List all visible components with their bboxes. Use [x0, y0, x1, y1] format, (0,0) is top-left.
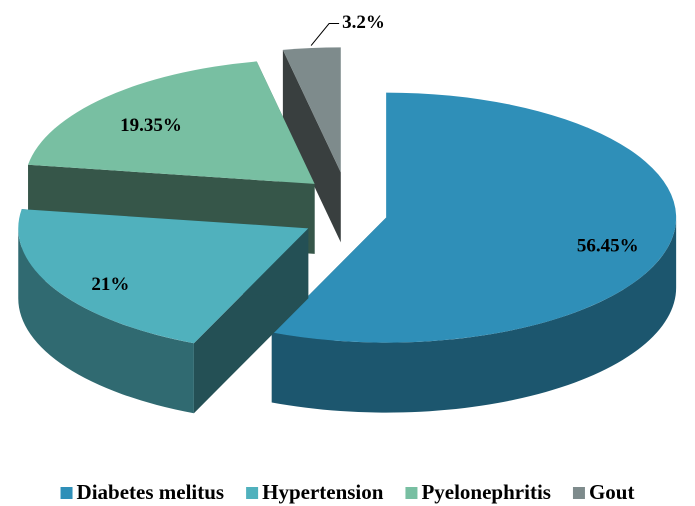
- slice-top: [282, 47, 341, 173]
- slice-wall: [18, 228, 194, 414]
- slice-wall: [271, 217, 677, 413]
- slice: [271, 92, 677, 413]
- pie: [18, 47, 677, 414]
- slice: [282, 47, 341, 243]
- data-label: 56.45%: [577, 236, 639, 257]
- legend-swatch: [405, 487, 418, 499]
- legend: Diabetes melitus Hypertension Pyelonephrit…: [60, 480, 635, 504]
- slice-top: [18, 209, 309, 344]
- legend-label: Gout: [589, 480, 635, 504]
- data-label: 21%: [91, 274, 129, 295]
- legend-label: Hypertension: [262, 480, 384, 504]
- legend-swatch: [60, 487, 73, 499]
- leader-line: [310, 23, 340, 46]
- data-labels: 56.45% 21% 19.35% 3.2%: [91, 12, 638, 295]
- legend-swatch: [246, 487, 259, 499]
- legend-label: Pyelonephritis: [421, 480, 551, 504]
- legend-swatch: [572, 487, 585, 499]
- slice: [18, 209, 309, 414]
- slice-top: [271, 92, 677, 343]
- data-label: 3.2%: [342, 12, 385, 33]
- slice-top: [28, 61, 315, 184]
- data-label: 19.35%: [120, 115, 182, 136]
- legend-label: Diabetes melitus: [77, 480, 225, 504]
- slice-side: [282, 49, 341, 243]
